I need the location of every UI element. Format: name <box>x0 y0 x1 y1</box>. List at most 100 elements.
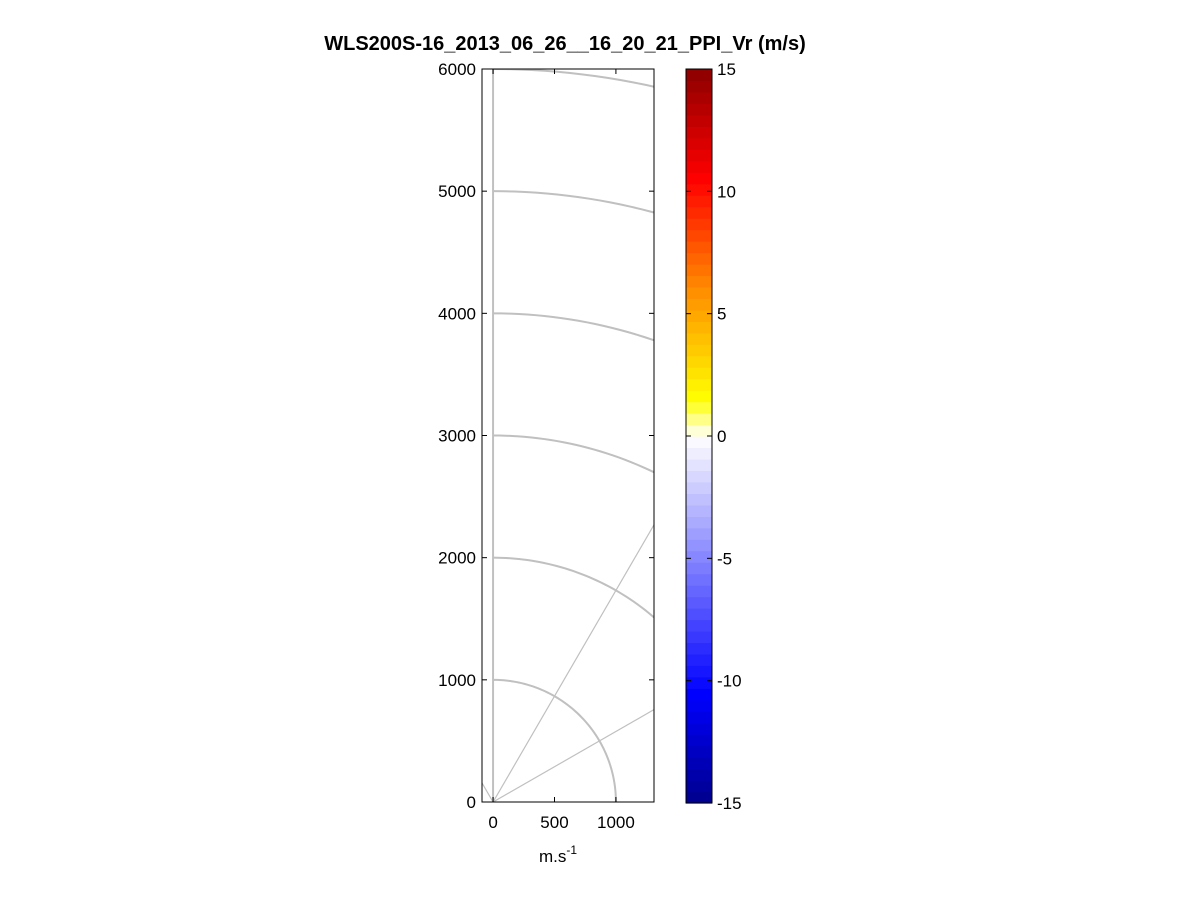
colorbar-segment <box>686 229 712 242</box>
colorbar-segment <box>686 768 712 781</box>
colorbar-segment <box>686 298 712 311</box>
colorbar-segment <box>686 458 712 472</box>
colorbar-segment <box>686 585 712 598</box>
colorbar-segment <box>686 183 712 196</box>
y-tick-label: 0 <box>467 793 476 812</box>
colorbar-segment <box>686 195 712 208</box>
colorbar-segment <box>686 791 712 804</box>
x-tick-label: 500 <box>540 813 568 832</box>
colorbar-tick-label: -10 <box>717 672 742 691</box>
colorbar-segment <box>686 332 712 345</box>
range-ring <box>493 678 617 802</box>
colorbar-tick-label: -15 <box>717 794 742 813</box>
colorbar-segment <box>686 424 712 437</box>
colorbar-segment <box>686 447 712 460</box>
colorbar-segment <box>686 80 712 93</box>
colorbar-segment <box>686 757 712 770</box>
y-tick-label: 2000 <box>438 549 476 568</box>
colorbar-segment <box>686 734 712 747</box>
colorbar-segment <box>686 160 712 173</box>
azimuth-spoke <box>482 781 494 802</box>
colorbar-segment <box>686 481 712 494</box>
colorbar-segment <box>686 286 712 299</box>
x-axis-label-text: m.s <box>539 847 566 866</box>
colorbar-segment <box>686 608 712 621</box>
colorbar-segment <box>686 722 712 735</box>
colorbar-segment <box>686 653 712 666</box>
colorbar-segment <box>686 206 712 219</box>
colorbar-segment <box>686 619 712 632</box>
colorbar-segment <box>686 436 712 449</box>
polar-grid <box>482 69 654 802</box>
colorbar-segment <box>686 355 712 368</box>
colorbar-segment <box>686 596 712 609</box>
colorbar-segment <box>686 699 712 712</box>
range-ring <box>493 312 654 342</box>
colorbar-segment <box>686 504 712 517</box>
colorbar-segment <box>686 493 712 506</box>
plot-axes: 0 1000 2000 3000 4000 5000 6000 0 500 1000 <box>438 60 655 832</box>
colorbar: -15 -10 -5 0 5 10 15 <box>685 60 742 813</box>
colorbar-segment <box>686 642 712 655</box>
colorbar-segment <box>686 344 712 357</box>
colorbar-segment <box>686 470 712 483</box>
colorbar-segment <box>686 401 712 414</box>
colorbar-segment <box>686 103 712 116</box>
colorbar-segment <box>686 676 712 689</box>
y-tick-label: 3000 <box>438 427 476 446</box>
chart-title: WLS200S-16_2013_06_26__16_20_21_PPI_Vr (… <box>324 33 805 55</box>
colorbar-segment <box>686 630 712 644</box>
colorbar-segment <box>686 241 712 254</box>
colorbar-segment <box>686 91 712 105</box>
polar-grid-lines <box>482 69 654 802</box>
colorbar-segment <box>686 137 712 150</box>
colorbar-tick-label: -5 <box>717 549 732 568</box>
colorbar-segment <box>686 275 712 288</box>
colorbar-segment <box>686 263 712 277</box>
colorbar-segment <box>686 378 712 391</box>
y-tick-label: 6000 <box>438 60 476 79</box>
colorbar-segment <box>686 309 712 322</box>
range-ring <box>493 434 654 474</box>
colorbar-tick-label: 5 <box>717 305 726 324</box>
colorbar-segment <box>686 390 712 403</box>
colorbar-segment <box>686 367 712 380</box>
range-ring <box>493 556 654 619</box>
colorbar-segment <box>686 126 712 139</box>
colorbar-segment <box>686 516 712 529</box>
colorbar-segment <box>686 573 712 586</box>
y-tick-label: 4000 <box>438 304 476 323</box>
colorbar-segment <box>686 252 712 265</box>
colorbar-segment <box>686 527 712 540</box>
colorbar-segment <box>686 711 712 724</box>
x-tick-label: 0 <box>488 813 497 832</box>
y-tick-label: 5000 <box>438 182 476 201</box>
colorbar-segment <box>686 665 712 678</box>
azimuth-spoke <box>492 708 654 802</box>
colorbar-segment <box>686 539 712 552</box>
colorbar-segment <box>686 114 712 127</box>
colorbar-segment <box>686 218 712 231</box>
colorbar-tick-label: 15 <box>717 60 736 79</box>
colorbar-segment <box>686 321 712 334</box>
colorbar-segment <box>686 413 712 426</box>
x-tick-label: 1000 <box>597 813 635 832</box>
range-ring <box>493 190 654 214</box>
colorbar-tick-label: 10 <box>717 182 736 201</box>
colorbar-segment <box>686 172 712 185</box>
x-axis-label-superscript: -1 <box>566 843 577 857</box>
azimuth-spoke <box>492 523 654 802</box>
x-axis-label: m.s-1 <box>539 843 577 866</box>
colorbar-segment <box>686 780 712 793</box>
colorbar-tick-label: 0 <box>717 427 726 446</box>
colorbar-segment <box>686 562 712 575</box>
range-ring <box>493 69 654 88</box>
colorbar-segment <box>686 149 712 162</box>
colorbar-segment <box>686 688 712 701</box>
colorbar-segment <box>686 745 712 758</box>
y-tick-label: 1000 <box>438 671 476 690</box>
colorbar-segment <box>686 550 712 563</box>
colorbar-segment <box>686 69 712 82</box>
